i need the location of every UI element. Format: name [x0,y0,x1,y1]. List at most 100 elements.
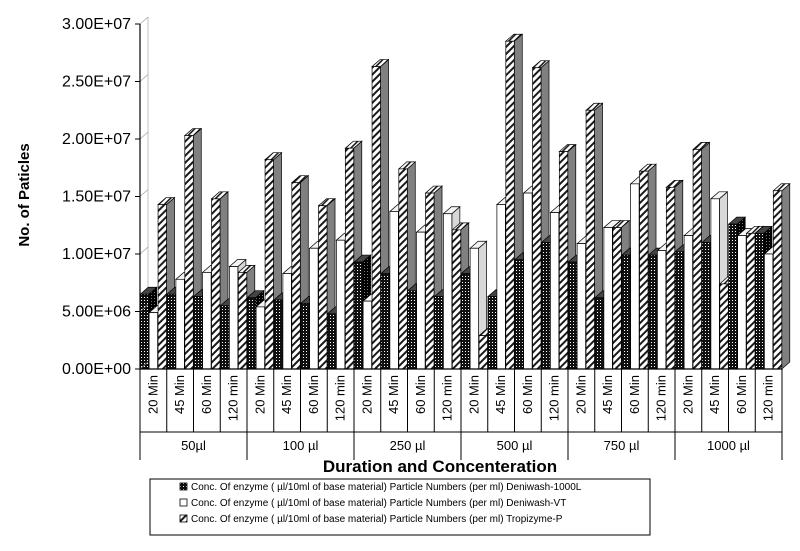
category-label: 120 min [761,375,776,421]
bar-front [576,243,586,370]
category-label: 60 Min [520,375,535,414]
x-axis-title: Duration and Concenteration [323,457,557,476]
category-label: 20 Min [466,375,481,414]
category-label: 45 Min [707,375,722,414]
legend-swatch [179,514,188,523]
bar-front [380,273,390,370]
category-label: 45 Min [172,375,187,414]
bar-front [496,204,506,370]
bar-front [327,313,337,370]
y-depth-mark [139,361,149,370]
category-label: 120 min [333,375,348,421]
bar-front [746,232,756,370]
bar-front [237,272,248,370]
bar-front [220,305,230,370]
bar-front [229,266,239,370]
bar-front [362,300,372,370]
bar-front [728,223,738,370]
y-depth-mark [139,16,149,25]
bar-front [291,182,301,370]
bar-front [550,212,560,370]
bar-front [336,239,346,370]
y-tick-label: 0.00E+00 [62,361,131,378]
bar-front [211,198,221,370]
bar-front [416,231,426,370]
bar-front [701,242,711,370]
category-label: 20 Min [573,375,588,414]
bar-front [469,247,479,370]
category-label: 60 Min [199,375,214,414]
bar-front [541,242,551,370]
legend-entry: Conc. Of enzyme ( µl/10ml of base materi… [191,482,582,493]
category-label: 120 min [440,375,455,421]
bar-front [567,261,578,370]
category-label: 20 Min [680,375,695,414]
bar-front [398,168,408,370]
bar-front [148,312,158,370]
bar-front [184,135,194,370]
category-label: 45 Min [279,375,294,414]
bar-front [407,290,417,370]
bar-front [719,283,729,370]
y-depth-mark [139,304,149,312]
category-label: 45 Min [386,375,401,414]
bar-front [639,170,649,370]
bar-front [344,147,355,370]
bar-front [193,296,203,370]
category-label: 60 Min [413,375,428,414]
legend-box [149,478,651,536]
category-label: 20 Min [252,375,267,414]
bar-front [175,278,185,370]
bar-front [657,250,667,370]
bars [139,33,791,370]
y-axis-title: No. of Paticles [16,143,33,246]
bar-front [318,205,328,370]
y-depth-mark [139,74,149,82]
bar-front [710,198,720,370]
bar-front [674,251,685,370]
category-label: 60 Min [306,375,321,414]
bar-front [683,235,693,370]
group-label: 500 µl [497,438,533,453]
bar-front [255,306,265,370]
bar-front [157,204,167,370]
group-label: 100 µl [283,438,319,453]
bar-front [755,232,765,370]
bar-front [202,272,212,370]
y-depth-mark [139,189,149,197]
bar-front [478,335,488,370]
y-tick-label: 1.50E+07 [62,189,131,206]
bar-front [692,149,702,370]
category-label: 120 min [226,375,241,421]
category-label: 60 Min [734,375,749,414]
bar-front [523,192,533,370]
x-axis-category-table: 20 Min 45 Min 60 Min 120 min 20 Min 45 Min 60 … [139,369,783,460]
bar-front [621,254,631,370]
bar-front [451,229,462,370]
category-label: 20 Min [145,375,160,414]
bar-front [273,299,283,370]
legend-swatch [179,498,188,507]
bar-front [353,261,364,370]
bar-front [505,40,515,370]
bar-front [309,247,319,370]
bar-front [246,297,257,370]
bar-front [737,235,747,370]
bar-front [532,67,542,370]
legend-swatch [179,482,188,491]
group-label: 50µl [181,438,206,453]
bar-front [166,293,176,370]
bar-front [648,254,658,370]
bar-front [425,192,435,370]
group-label: 250 µl [390,438,426,453]
bar-front [443,213,453,370]
bar-front [585,109,595,370]
bar-front [487,296,497,370]
y-tick-label: 5.00E+06 [62,304,131,321]
legend-entry: Conc. Of enzyme ( µl/10ml of base materi… [191,498,566,509]
bar-front [282,273,292,370]
bar-front [389,211,399,370]
bar-front [300,303,310,370]
bar-front [139,293,150,370]
